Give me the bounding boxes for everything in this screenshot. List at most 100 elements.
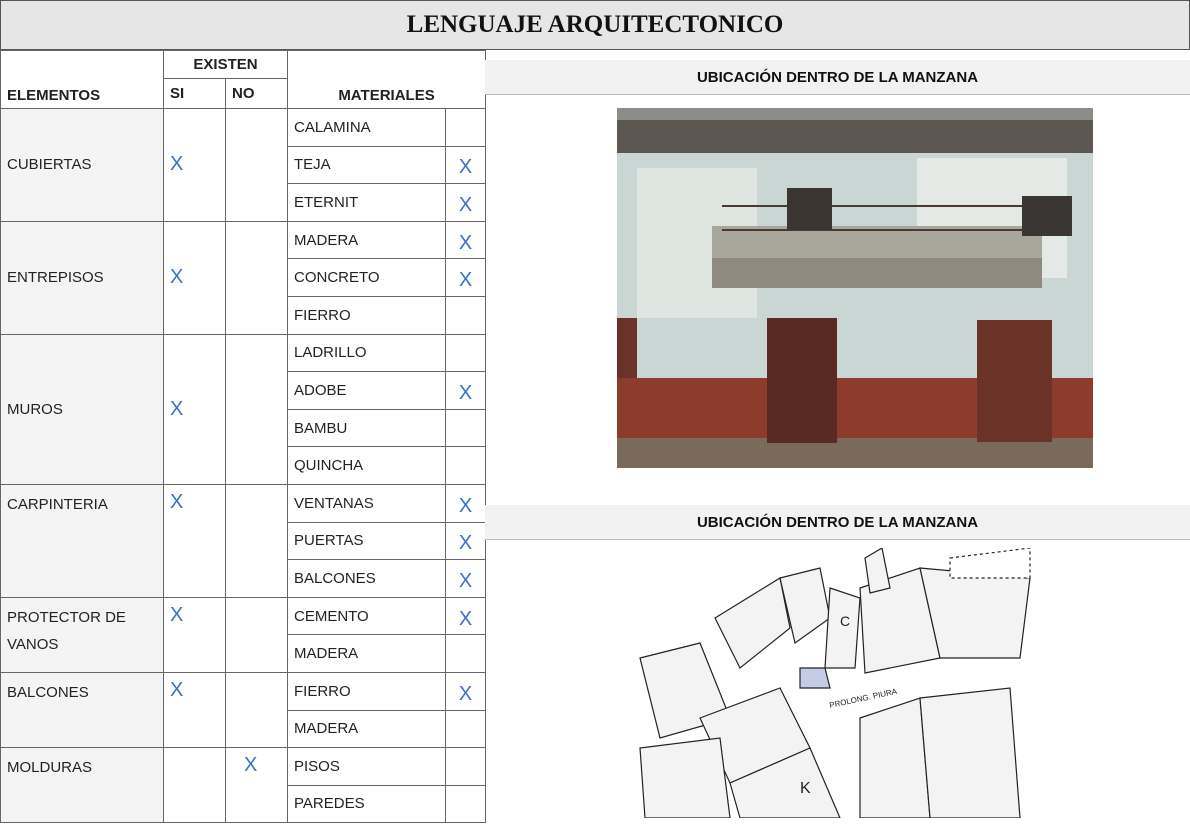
material-row: CUBIERTAS X CALAMINA <box>0 108 487 222</box>
existence-cell <box>225 220 288 335</box>
column-header: NO <box>225 78 288 109</box>
material-row: ETERNIT X <box>1 183 487 222</box>
material-row: PROTECTOR DE VANOS X CEMENTO X <box>0 596 487 673</box>
material-name: ETERNIT <box>287 183 446 222</box>
material-name: CONCRETO <box>287 258 446 297</box>
header-row: ELEMENTOS EXISTEN MATERIALES <box>0 50 487 109</box>
material-row: ENTREPISOS X MADERA X <box>0 220 487 335</box>
material-check <box>444 784 487 824</box>
material-row: QUINCHA <box>1 446 487 485</box>
existence-cell <box>225 333 288 485</box>
material-check: X <box>444 371 487 410</box>
building-photo <box>617 108 1093 468</box>
material-row: FIERRO <box>1 295 487 335</box>
material-check <box>444 408 487 448</box>
material-name: MADERA <box>287 634 446 673</box>
material-name: FIERRO <box>287 295 446 335</box>
material-check: X <box>444 220 487 260</box>
page-title: LENGUAJE ARQUITECTONICO <box>0 0 1190 50</box>
material-row: PAREDES <box>1 784 487 824</box>
material-row: CONCRETO X <box>1 258 487 297</box>
column-header: SI <box>163 78 226 109</box>
material-name: BAMBU <box>287 408 446 448</box>
material-check <box>444 295 487 335</box>
existence-cell <box>163 747 226 824</box>
material-row: BALCONES X <box>1 559 487 598</box>
element-name: MOLDURAS <box>0 747 164 824</box>
element-name: CARPINTERIA <box>0 483 164 598</box>
existence-cell: X <box>225 747 288 824</box>
material-row: BALCONES X FIERRO X <box>0 671 487 749</box>
material-name: BALCONES <box>287 559 446 598</box>
material-name: PAREDES <box>287 784 446 824</box>
material-check: X <box>444 671 487 711</box>
material-row: CARPINTERIA X VENTANAS X <box>0 483 487 598</box>
material-name: MADERA <box>287 220 446 260</box>
material-name: CEMENTO <box>287 596 446 636</box>
material-check <box>444 747 487 786</box>
material-check: X <box>444 521 487 561</box>
material-check <box>444 108 487 147</box>
column-header: EXISTEN <box>163 50 288 79</box>
material-check: X <box>444 258 487 297</box>
material-check: X <box>444 596 487 636</box>
check-mark: X <box>170 397 184 420</box>
svg-text:C: C <box>840 613 850 629</box>
existence-cell <box>225 596 288 673</box>
material-name: PUERTAS <box>287 521 446 561</box>
material-check <box>444 446 487 485</box>
check-mark: X <box>170 603 184 626</box>
material-name: CALAMINA <box>287 108 446 147</box>
element-name: PROTECTOR DE VANOS <box>0 596 164 673</box>
element-name: ENTREPISOS <box>0 220 164 335</box>
panel-title: UBICACIÓN DENTRO DE LA MANZANA <box>485 505 1190 540</box>
material-row: MUROS X LADRILLO <box>0 333 487 485</box>
material-name: VENTANAS <box>287 483 446 523</box>
check-mark: X <box>244 754 258 777</box>
material-check <box>444 634 487 673</box>
svg-text:PROLONG. PIURA: PROLONG. PIURA <box>829 687 899 710</box>
material-row: MADERA <box>1 634 487 673</box>
material-check: X <box>444 145 487 185</box>
existence-cell <box>225 671 288 749</box>
material-name: PISOS <box>287 747 446 786</box>
material-row: ADOBE X <box>1 371 487 410</box>
material-name: QUINCHA <box>287 446 446 485</box>
elements-table: ELEMENTOS EXISTEN MATERIALES SI NO CUBIERTAS X… <box>0 50 487 824</box>
material-name: MADERA <box>287 709 446 749</box>
material-check: X <box>444 559 487 598</box>
material-check: X <box>444 183 487 222</box>
check-mark: X <box>170 490 184 513</box>
existence-cell <box>225 108 288 222</box>
material-check: X <box>444 483 487 523</box>
panel-title: UBICACIÓN DENTRO DE LA MANZANA <box>485 60 1190 95</box>
existence-cell: X <box>163 596 226 673</box>
material-check <box>444 709 487 749</box>
material-row: MADERA <box>1 709 487 749</box>
existence-cell: X <box>163 220 226 335</box>
block-map: PROLONG. PIURA K C <box>639 548 1031 818</box>
elements-table-wrap: ELEMENTOS EXISTEN MATERIALES SI NO CUBIERTAS X… <box>0 50 487 824</box>
material-name: FIERRO <box>287 671 446 711</box>
existence-cell: X <box>163 671 226 749</box>
element-name: CUBIERTAS <box>0 108 164 222</box>
material-row: MOLDURAS X PISOS <box>0 747 487 824</box>
existence-cell <box>225 483 288 598</box>
material-name: LADRILLO <box>287 333 446 373</box>
material-row: TEJA X <box>1 145 487 185</box>
svg-text:K: K <box>800 780 811 797</box>
element-name: BALCONES <box>0 671 164 749</box>
existence-cell: X <box>163 108 226 222</box>
column-header: ELEMENTOS <box>0 50 164 109</box>
check-mark: X <box>170 266 184 289</box>
material-name: TEJA <box>287 145 446 185</box>
check-mark: X <box>170 678 184 701</box>
element-name: MUROS <box>0 333 164 485</box>
material-name: ADOBE <box>287 371 446 410</box>
column-header: MATERIALES <box>286 50 487 109</box>
existence-cell: X <box>163 333 226 485</box>
header-row: SI NO <box>1 78 486 109</box>
check-mark: X <box>170 153 184 176</box>
existence-cell: X <box>163 483 226 598</box>
